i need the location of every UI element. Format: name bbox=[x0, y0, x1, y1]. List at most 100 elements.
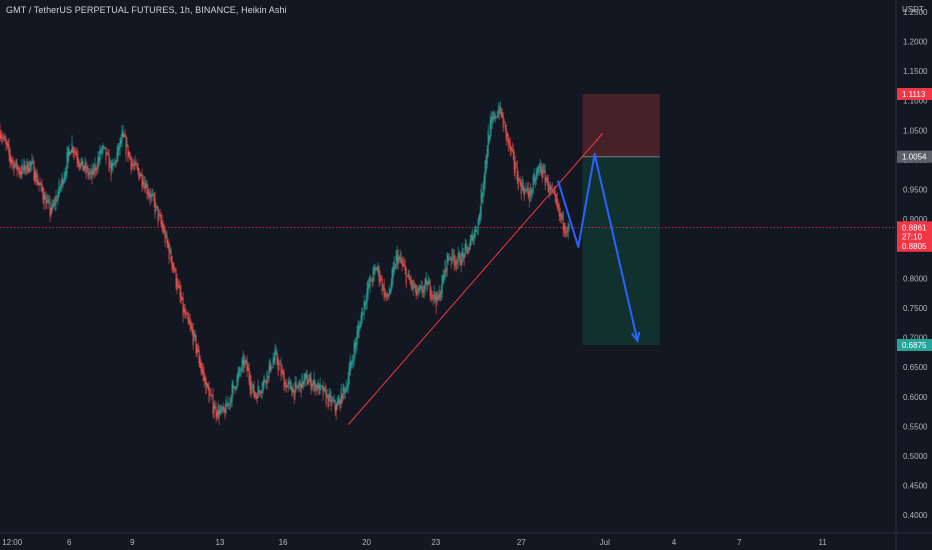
up-candle bbox=[44, 195, 46, 200]
down-candle bbox=[148, 192, 150, 197]
up-candle bbox=[462, 252, 464, 257]
down-candle bbox=[408, 274, 410, 280]
up-candle bbox=[84, 162, 86, 169]
down-candle bbox=[325, 389, 327, 404]
up-candle bbox=[321, 385, 323, 387]
down-candle bbox=[560, 213, 562, 221]
up-candle bbox=[346, 388, 348, 390]
up-candle bbox=[295, 382, 297, 389]
down-candle bbox=[234, 386, 236, 391]
down-candle bbox=[96, 168, 98, 170]
up-candle bbox=[389, 289, 391, 295]
up-candle bbox=[347, 378, 349, 389]
up-candle bbox=[361, 307, 363, 322]
down-candle bbox=[454, 260, 456, 263]
down-candle bbox=[179, 286, 181, 297]
down-candle bbox=[551, 188, 553, 190]
down-candle bbox=[141, 174, 143, 186]
up-candle bbox=[319, 382, 321, 390]
up-candle bbox=[287, 381, 289, 387]
up-candle bbox=[59, 187, 61, 190]
price-label-badge bbox=[897, 87, 932, 100]
down-candle bbox=[183, 307, 185, 312]
up-candle bbox=[411, 281, 413, 284]
up-candle bbox=[86, 166, 88, 169]
up-candle bbox=[271, 367, 273, 368]
stop-loss-zone bbox=[582, 93, 660, 157]
down-candle bbox=[293, 389, 295, 399]
down-candle bbox=[311, 384, 313, 388]
time-axis[interactable]: 12:00 6 9 13 16 20 23 27 Jul 4 7 11 bbox=[2, 538, 827, 547]
up-candle bbox=[235, 387, 237, 389]
price-tick-label: 0.6500 bbox=[903, 363, 928, 372]
up-candle bbox=[150, 194, 152, 197]
down-candle bbox=[154, 197, 156, 215]
down-candle bbox=[135, 163, 137, 165]
price-label-text: 1.1113 bbox=[902, 90, 926, 99]
up-candle bbox=[106, 153, 108, 154]
down-candle bbox=[32, 161, 34, 163]
down-candle bbox=[170, 250, 172, 263]
down-candle bbox=[192, 329, 194, 346]
down-candle bbox=[136, 163, 138, 168]
down-candle bbox=[174, 269, 176, 270]
up-candle bbox=[169, 249, 171, 252]
up-candle bbox=[484, 160, 486, 184]
up-candle bbox=[272, 359, 274, 368]
up-candle bbox=[15, 159, 17, 167]
down-candle bbox=[371, 280, 373, 282]
up-candle bbox=[529, 186, 531, 197]
down-candle bbox=[466, 246, 468, 248]
down-candle bbox=[548, 185, 550, 194]
down-candle bbox=[73, 149, 75, 154]
up-candle bbox=[418, 288, 420, 291]
up-candle bbox=[486, 149, 488, 165]
down-candle bbox=[56, 199, 58, 201]
down-candle bbox=[297, 385, 299, 389]
up-candle bbox=[469, 239, 471, 250]
down-candle bbox=[547, 178, 549, 192]
down-candle bbox=[127, 144, 129, 159]
up-candle bbox=[487, 129, 489, 157]
down-candle bbox=[204, 376, 206, 381]
up-candle bbox=[480, 188, 482, 216]
down-candle bbox=[45, 197, 47, 209]
up-candle bbox=[474, 226, 476, 237]
up-candle bbox=[263, 376, 265, 386]
down-candle bbox=[540, 165, 542, 175]
down-candle bbox=[79, 163, 81, 169]
down-candle bbox=[182, 298, 184, 317]
up-candle bbox=[343, 387, 345, 392]
up-candle bbox=[350, 361, 352, 368]
up-candle bbox=[225, 399, 227, 414]
price-label-text: 27:10 bbox=[902, 233, 923, 242]
down-candle bbox=[38, 182, 40, 186]
up-candle bbox=[336, 402, 338, 410]
up-candle bbox=[376, 267, 378, 270]
drawings-layer bbox=[347, 132, 641, 425]
down-candle bbox=[530, 191, 532, 196]
down-candle bbox=[159, 214, 161, 217]
up-candle bbox=[155, 205, 157, 207]
up-candle bbox=[373, 267, 375, 275]
down-candle bbox=[421, 286, 423, 294]
up-candle bbox=[52, 204, 54, 208]
down-candle bbox=[128, 151, 130, 156]
down-candle bbox=[189, 320, 191, 327]
price-tick-label: 0.7500 bbox=[903, 304, 928, 313]
down-candle bbox=[164, 230, 166, 243]
price-tick-label: 1.1500 bbox=[903, 67, 928, 76]
up-candle bbox=[407, 273, 409, 277]
down-candle bbox=[39, 183, 41, 186]
up-candle bbox=[382, 284, 384, 286]
down-candle bbox=[72, 146, 74, 153]
down-candle bbox=[50, 208, 52, 215]
down-candle bbox=[327, 395, 329, 407]
down-candle bbox=[254, 391, 256, 398]
down-candle bbox=[215, 407, 217, 417]
down-candle bbox=[528, 192, 530, 201]
down-candle bbox=[370, 280, 372, 282]
up-candle bbox=[258, 389, 260, 392]
down-candle bbox=[216, 412, 218, 418]
